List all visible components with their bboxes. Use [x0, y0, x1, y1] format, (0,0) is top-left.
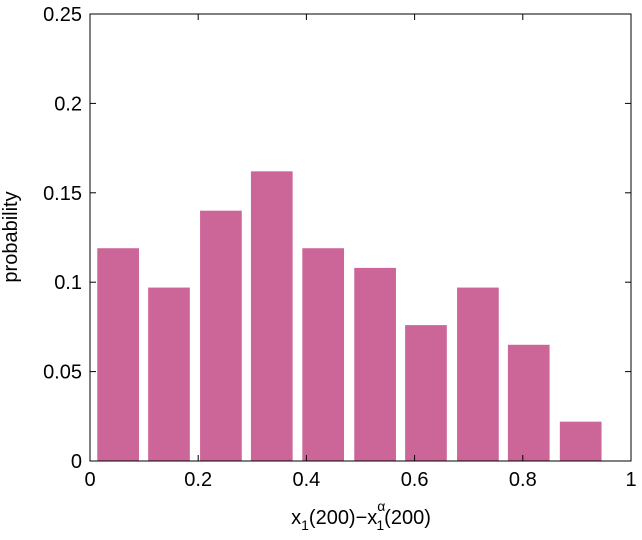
bar — [200, 210, 242, 461]
y-tick-label: 0.25 — [43, 4, 82, 26]
y-tick-label: 0.15 — [43, 183, 82, 205]
bar — [559, 421, 602, 461]
bar — [354, 267, 396, 461]
x-label-part: 1 — [376, 517, 384, 533]
bar — [405, 325, 447, 461]
x-label-part: α — [377, 498, 385, 514]
x-axis-label: x1(200)−xα 1(200) — [291, 498, 431, 533]
plot-frame — [89, 13, 632, 462]
bar — [302, 248, 345, 461]
x-tick-label: 0.2 — [184, 469, 212, 491]
x-tick-label: 0.4 — [292, 469, 320, 491]
x-label-part: (200) — [384, 507, 431, 529]
x-tick-label: 0 — [84, 469, 95, 491]
y-axis-label: probability — [0, 191, 22, 282]
bar — [97, 248, 139, 461]
bar — [250, 171, 293, 461]
y-tick-label: 0.05 — [43, 362, 82, 384]
x-label-part: x — [291, 507, 301, 529]
y-tick-label: 0.2 — [54, 93, 82, 115]
x-label-part: (200)−x — [309, 507, 377, 529]
bar — [148, 287, 190, 461]
y-tick-label: 0 — [71, 451, 82, 473]
x-tick-label: 0.8 — [509, 469, 537, 491]
x-tick-label: 0.6 — [401, 469, 429, 491]
y-tick-label: 0.1 — [54, 272, 82, 294]
x-tick-label: 1 — [625, 469, 636, 491]
bar — [507, 344, 550, 461]
x-label-part: 1 — [301, 517, 309, 533]
bar — [457, 287, 499, 461]
